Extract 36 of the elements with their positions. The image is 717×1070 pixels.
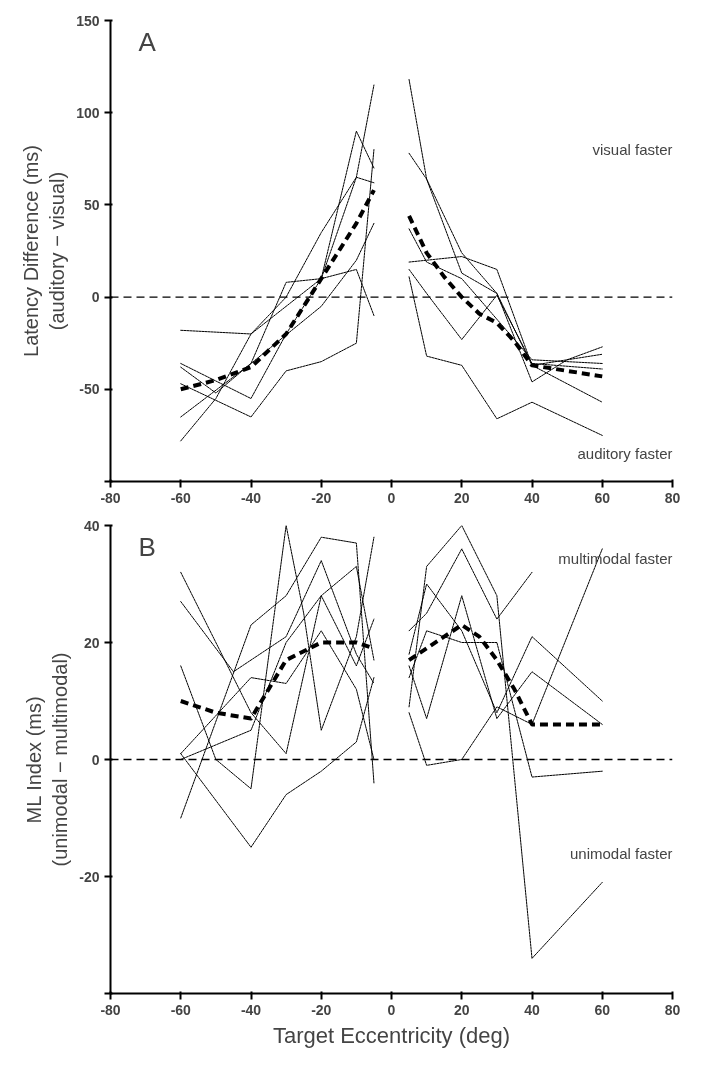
x-tick-label: 60 [594,1001,611,1018]
y-tick-label: 50 [83,196,100,213]
x-tick-label: 60 [594,489,611,506]
y-tick-label: 150 [76,12,100,29]
annotation: multimodal faster [558,549,673,567]
y-axis-title: ML Index (ms) (unimodal − multimodal) [22,652,72,867]
x-tick-label: 20 [453,489,470,506]
x-tick-label: -40 [240,489,262,506]
x-tick-label: -20 [311,489,332,506]
annotation: visual faster [592,141,673,159]
x-tick-label: 20 [453,1001,470,1018]
x-tick-label: 0 [387,489,396,506]
y-tick-label: 0 [91,751,100,768]
y-tick-label: -50 [79,381,100,398]
annotation: A [138,26,157,57]
y-tick-label: 20 [83,634,100,651]
y-axis-title: Latency Difference (ms) (auditory − visual) [19,145,69,357]
x-tick-label: -20 [311,1001,332,1018]
x-tick-label: 40 [524,489,540,506]
x-tick-label: 80 [664,489,681,506]
x-axis-title: Target Eccentricity (deg) [272,1022,511,1048]
x-tick-label: -80 [100,1001,121,1018]
annotation: unimodal faster [569,844,673,862]
x-tick-label: 80 [664,1001,681,1018]
x-tick-label: -60 [170,489,192,506]
x-tick-label: -60 [170,1001,192,1018]
annotation: B [138,531,156,562]
y-tick-label: 0 [91,289,100,306]
y-tick-label: 100 [76,104,100,121]
y-tick-label: -20 [79,868,100,885]
x-tick-label: 0 [387,1001,396,1018]
x-tick-label: -40 [240,1001,262,1018]
x-tick-label: -80 [100,489,121,506]
y-tick-label: 40 [83,517,100,534]
annotation: auditory faster [577,445,673,463]
x-tick-label: 40 [524,1001,540,1018]
